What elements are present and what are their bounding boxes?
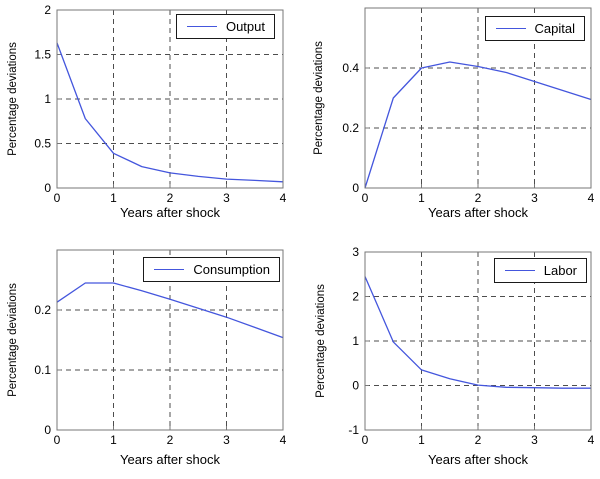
x-tick-label: 0 (54, 433, 61, 447)
consumption-series-line (56, 282, 284, 339)
x-tick-label: 4 (280, 433, 287, 447)
y-tick-label: 0.1 (34, 363, 51, 377)
x-tick-label: 0 (362, 433, 369, 447)
y-tick-label: 0 (44, 181, 51, 195)
axis-box (364, 7, 592, 189)
y-tick-label: 0.2 (34, 303, 51, 317)
capital-xaxis-label: Years after shock (428, 205, 528, 220)
x-tick-label: 4 (280, 191, 287, 205)
x-tick-label: 1 (110, 191, 117, 205)
capital-series-line (364, 61, 592, 189)
y-tick-label: 1 (44, 92, 51, 106)
x-tick-label: 1 (418, 433, 425, 447)
subplot-consumption: 0 1 2 3 4 0 0.1 0.2 (34, 249, 287, 447)
labor-legend: Labor (493, 258, 587, 283)
subplot-output: 0 1 2 3 4 0 0.5 1 1.5 2 (34, 3, 286, 205)
labor-series-line (364, 276, 591, 389)
y-tick-label: 1 (352, 334, 359, 348)
consumption-xaxis-label: Years after shock (120, 452, 220, 467)
y-tick-label: 2 (44, 3, 51, 17)
capital-legend: Capital (484, 16, 585, 41)
x-tick-label: 0 (54, 191, 61, 205)
output-xaxis-label: Years after shock (120, 205, 220, 220)
x-tick-label: 2 (475, 433, 482, 447)
consumption-legend-label: Consumption (193, 262, 270, 277)
x-tick-label: 0 (362, 191, 369, 205)
x-tick-label: 3 (223, 433, 230, 447)
capital-yaxis-label: Percentage deviations (313, 41, 325, 155)
output-series-line (56, 42, 284, 183)
axis-box (364, 251, 592, 431)
y-tick-label: 0.5 (34, 137, 51, 151)
legend-line-sample-icon (154, 269, 185, 270)
capital-legend-label: Capital (534, 21, 575, 36)
x-tick-label: 2 (475, 191, 482, 205)
y-tick-label: 0 (352, 379, 359, 393)
x-tick-label: 1 (418, 191, 425, 205)
output-yaxis-label: Percentage deviations (7, 42, 19, 156)
subplot-capital: 0 1 2 3 4 0 0.2 0.4 (342, 7, 595, 205)
consumption-yaxis-label: Percentage deviations (7, 283, 19, 397)
legend-line-sample-icon (504, 270, 535, 271)
y-tick-label: -1 (348, 423, 359, 437)
axis-box (56, 9, 284, 189)
x-tick-label: 1 (110, 433, 117, 447)
output-legend-label: Output (225, 19, 265, 34)
y-tick-label: 0.4 (342, 61, 359, 75)
legend-line-sample-icon (186, 26, 217, 27)
x-tick-label: 2 (167, 191, 174, 205)
y-tick-label: 1.5 (34, 48, 51, 62)
labor-xaxis-label: Years after shock (428, 452, 528, 467)
axis-box (56, 249, 284, 431)
legend-line-sample-icon (495, 28, 526, 29)
y-tick-label: 2 (352, 290, 359, 304)
x-tick-label: 3 (531, 191, 538, 205)
labor-yaxis-label: Percentage deviations (315, 284, 327, 398)
y-tick-label: 3 (352, 245, 359, 259)
x-tick-label: 4 (588, 191, 595, 205)
x-tick-label: 2 (167, 433, 174, 447)
x-tick-label: 3 (223, 191, 230, 205)
y-tick-label: 0 (352, 181, 359, 195)
x-tick-label: 4 (588, 433, 595, 447)
y-tick-label: 0.2 (342, 121, 359, 135)
y-tick-label: 0 (44, 423, 51, 437)
x-tick-label: 3 (531, 433, 538, 447)
consumption-legend: Consumption (143, 257, 280, 282)
labor-legend-label: Labor (543, 263, 577, 278)
output-legend: Output (175, 14, 275, 39)
